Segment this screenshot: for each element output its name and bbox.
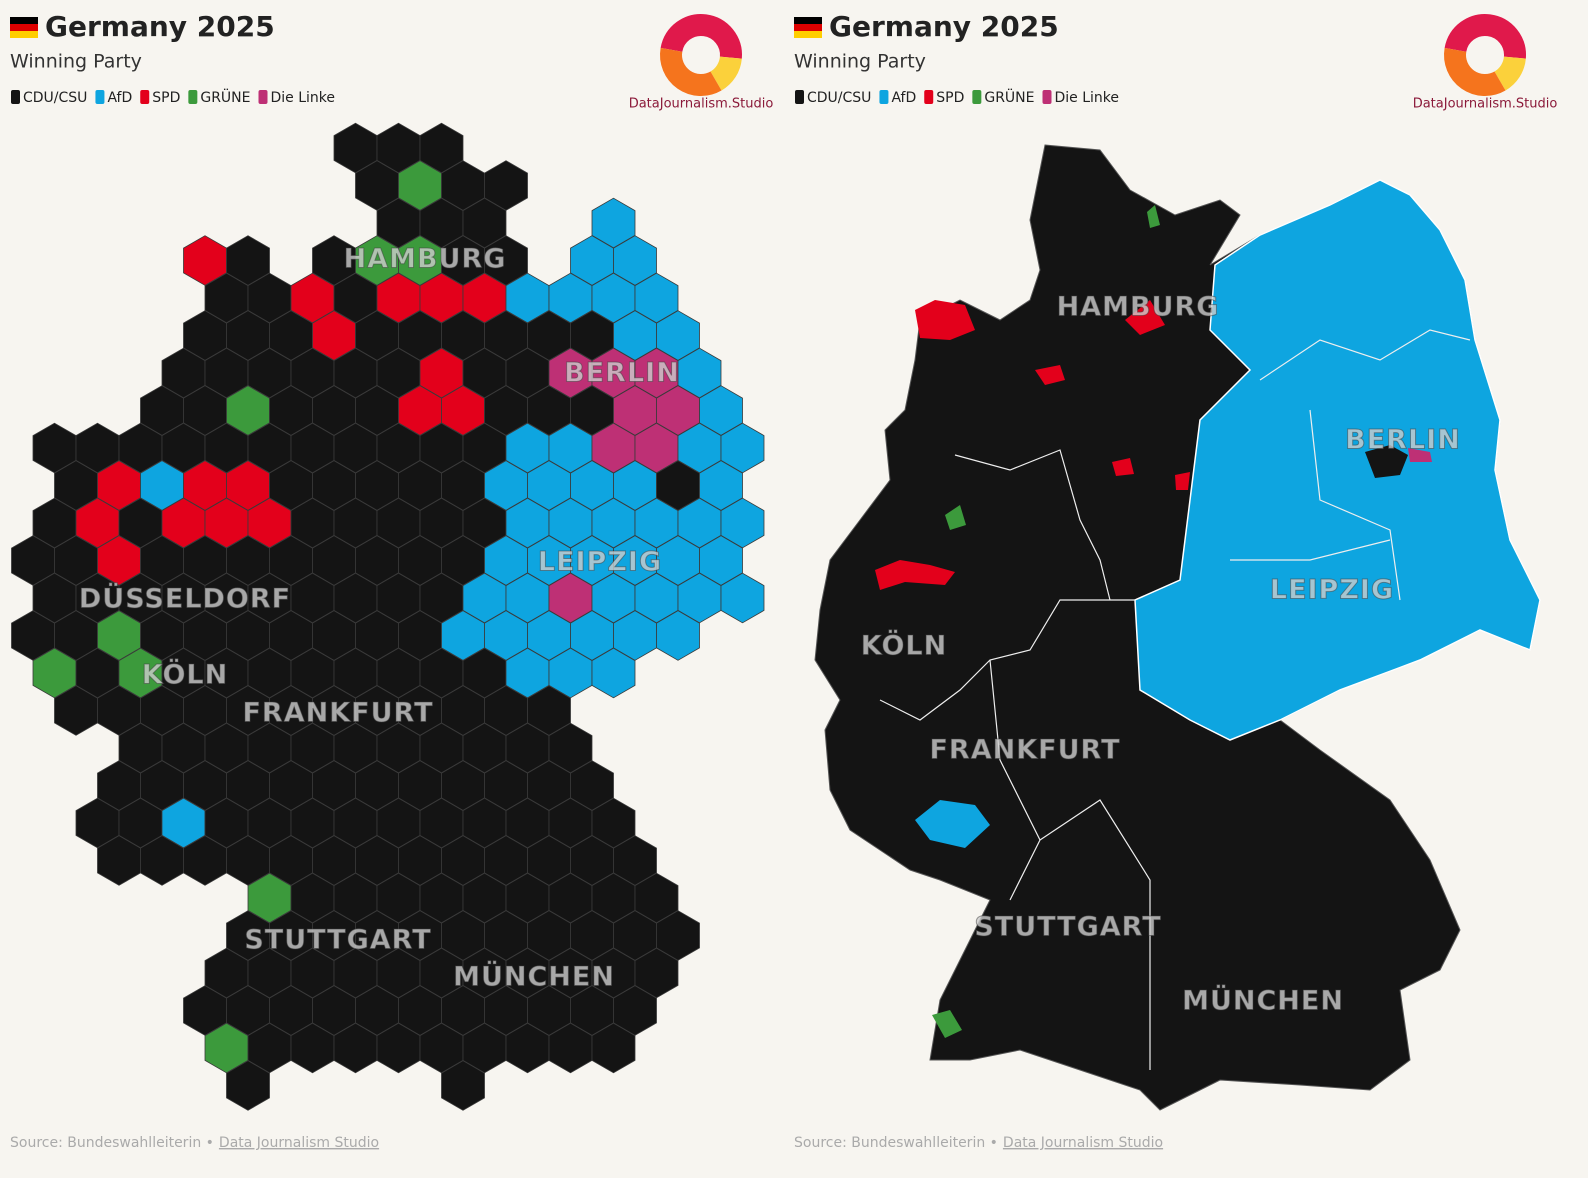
city-label: STUTTGART <box>974 912 1161 943</box>
legend-swatch <box>11 90 20 104</box>
legend-label: GRÜNE <box>984 88 1034 106</box>
city-label: MÜNCHEN <box>1182 984 1344 1017</box>
source-link[interactable]: Data Journalism Studio <box>1003 1135 1163 1151</box>
city-label: BERLIN <box>1345 425 1461 456</box>
legend-swatch <box>1042 90 1052 104</box>
legend-swatch <box>879 90 889 104</box>
title: Germany 2025 <box>829 10 1059 43</box>
logo-arc <box>1444 14 1526 59</box>
logo-arc <box>660 47 722 96</box>
city-label: LEIPZIG <box>538 547 662 578</box>
city-label: MÜNCHEN <box>453 960 615 993</box>
city-label: FRANKFURT <box>929 735 1120 766</box>
wolfsburg-spd <box>1175 472 1190 490</box>
legend-label: Die Linke <box>271 90 336 106</box>
legend-label: SPD <box>936 90 964 106</box>
legend-swatch <box>972 90 982 104</box>
flag-stripe <box>794 24 822 31</box>
legend-label: Die Linke <box>1055 90 1120 106</box>
hex-map <box>11 122 765 1111</box>
hex-cell <box>656 610 700 661</box>
city-label: KÖLN <box>861 629 947 662</box>
pfalz-afd <box>915 800 990 848</box>
flag-stripe <box>794 17 822 24</box>
hex-cell <box>591 1022 636 1074</box>
east-frisia-spd <box>915 300 975 340</box>
city-label: STUTTGART <box>244 925 431 956</box>
legend-label: CDU/CSU <box>23 90 87 106</box>
state-borders <box>879 329 1471 1070</box>
legend-swatch <box>924 90 934 104</box>
hex-cell <box>720 572 765 624</box>
kiel-gruene <box>1147 205 1160 228</box>
city-label: DÜSSELDORF <box>79 582 291 615</box>
legend-label: AfD <box>107 90 132 106</box>
east-region <box>1134 179 1541 741</box>
subtitle: Winning Party <box>10 51 142 73</box>
source-link[interactable]: Data Journalism Studio <box>219 1135 379 1151</box>
city-label: KÖLN <box>142 658 228 691</box>
flag-stripe <box>794 31 822 38</box>
flag-stripe <box>10 24 38 31</box>
source: Source: Bundeswahlleiterin • <box>794 1135 998 1151</box>
city-label: LEIPZIG <box>1270 575 1394 606</box>
legend-label: GRÜNE <box>200 88 250 106</box>
legend-swatch <box>188 90 198 104</box>
legend-swatch <box>95 90 105 104</box>
freiburg-gruene <box>932 1010 962 1038</box>
city-label: HAMBURG <box>1057 292 1220 323</box>
legend-label: AfD <box>891 90 916 106</box>
legend-swatch <box>258 90 268 104</box>
logo-arc <box>660 14 742 59</box>
title: Germany 2025 <box>45 10 275 43</box>
flag-stripe <box>10 31 38 38</box>
logo-arc <box>709 55 742 91</box>
hex-cell <box>441 1060 485 1111</box>
legend-label: CDU/CSU <box>807 90 871 106</box>
source: Source: Bundeswahlleiterin • <box>10 1135 214 1151</box>
legend-swatch <box>795 90 804 104</box>
muenster-gruene <box>945 505 966 530</box>
bremen-spd <box>1035 365 1065 385</box>
flag-stripe <box>10 17 38 24</box>
subtitle: Winning Party <box>794 51 926 73</box>
berlin-cdu <box>1365 445 1408 478</box>
choropleth-map <box>814 144 1541 1111</box>
logo-arc <box>1493 55 1526 91</box>
legend-swatch <box>140 90 150 104</box>
city-label: HAMBURG <box>344 244 507 275</box>
hamburg-spd <box>1125 300 1165 335</box>
ruhr-spd <box>875 560 955 590</box>
hex-cell <box>591 647 636 699</box>
hex-cell <box>226 1060 270 1111</box>
berlin-linke <box>1408 448 1432 462</box>
hannover-spd <box>1112 458 1134 476</box>
city-label: BERLIN <box>564 358 680 389</box>
legend-label: SPD <box>152 90 180 106</box>
logo-text: DataJournalism.Studio <box>629 97 774 112</box>
logo-text: DataJournalism.Studio <box>1413 97 1558 112</box>
logo-arc <box>1444 47 1506 96</box>
city-label: FRANKFURT <box>242 698 433 729</box>
